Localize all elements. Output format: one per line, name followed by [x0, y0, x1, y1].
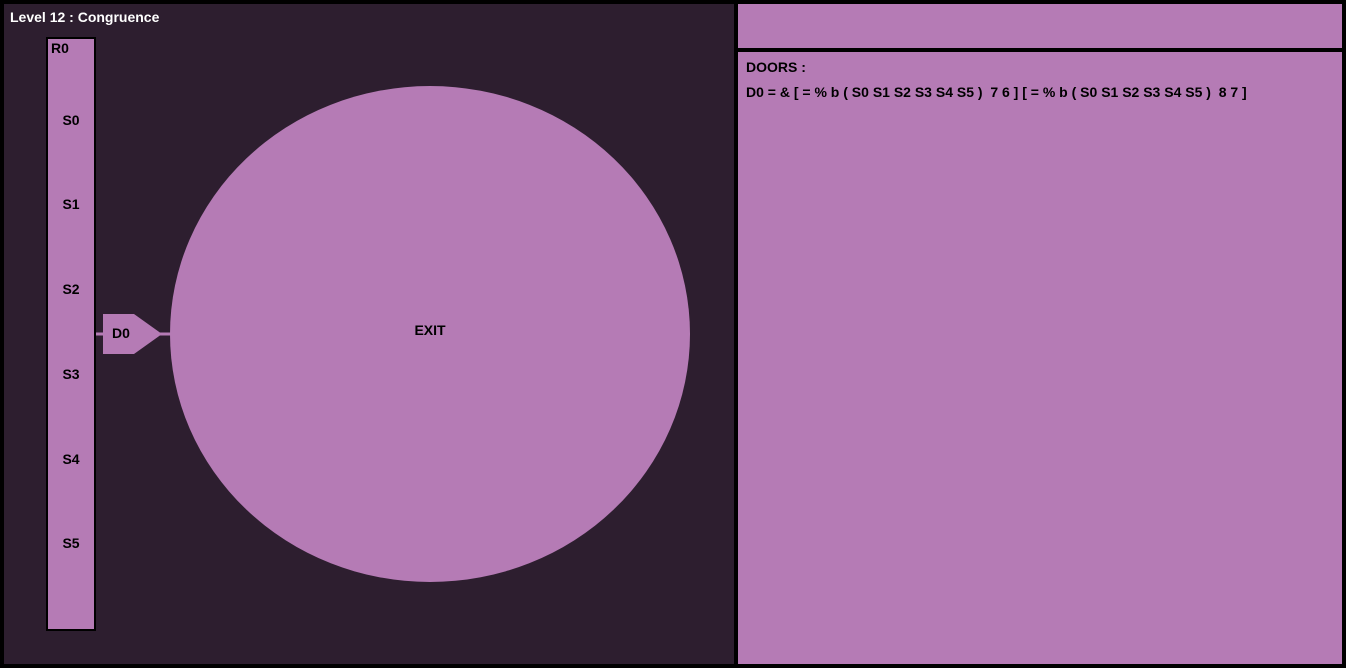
slot-s1[interactable]: S1 [48, 196, 94, 212]
slot-s4[interactable]: S4 [48, 451, 94, 467]
slot-s0[interactable]: S0 [48, 112, 94, 128]
register-r0[interactable]: R0 S0 S1 S2 S3 S4 S5 [46, 37, 96, 631]
doors-panel: DOORS : D0 = & [ = % b ( S0 S1 S2 S3 S4 … [738, 52, 1342, 664]
slot-s5[interactable]: S5 [48, 535, 94, 551]
exit-room[interactable]: EXIT [170, 86, 690, 582]
level-map: Level 12 : Congruence R0 S0 S1 S2 S3 S4 … [4, 4, 734, 664]
exit-label: EXIT [170, 322, 690, 338]
level-title: Level 12 : Congruence [10, 9, 159, 25]
register-name: R0 [51, 40, 69, 56]
info-header-panel [738, 4, 1342, 48]
slot-s3[interactable]: S3 [48, 366, 94, 382]
door-d0[interactable] [96, 312, 176, 358]
doors-heading: DOORS : [746, 59, 806, 75]
door-expression-d0: D0 = & [ = % b ( S0 S1 S2 S3 S4 S5 ) 7 6… [746, 84, 1247, 100]
door-label: D0 [112, 325, 130, 341]
slot-s2[interactable]: S2 [48, 281, 94, 297]
